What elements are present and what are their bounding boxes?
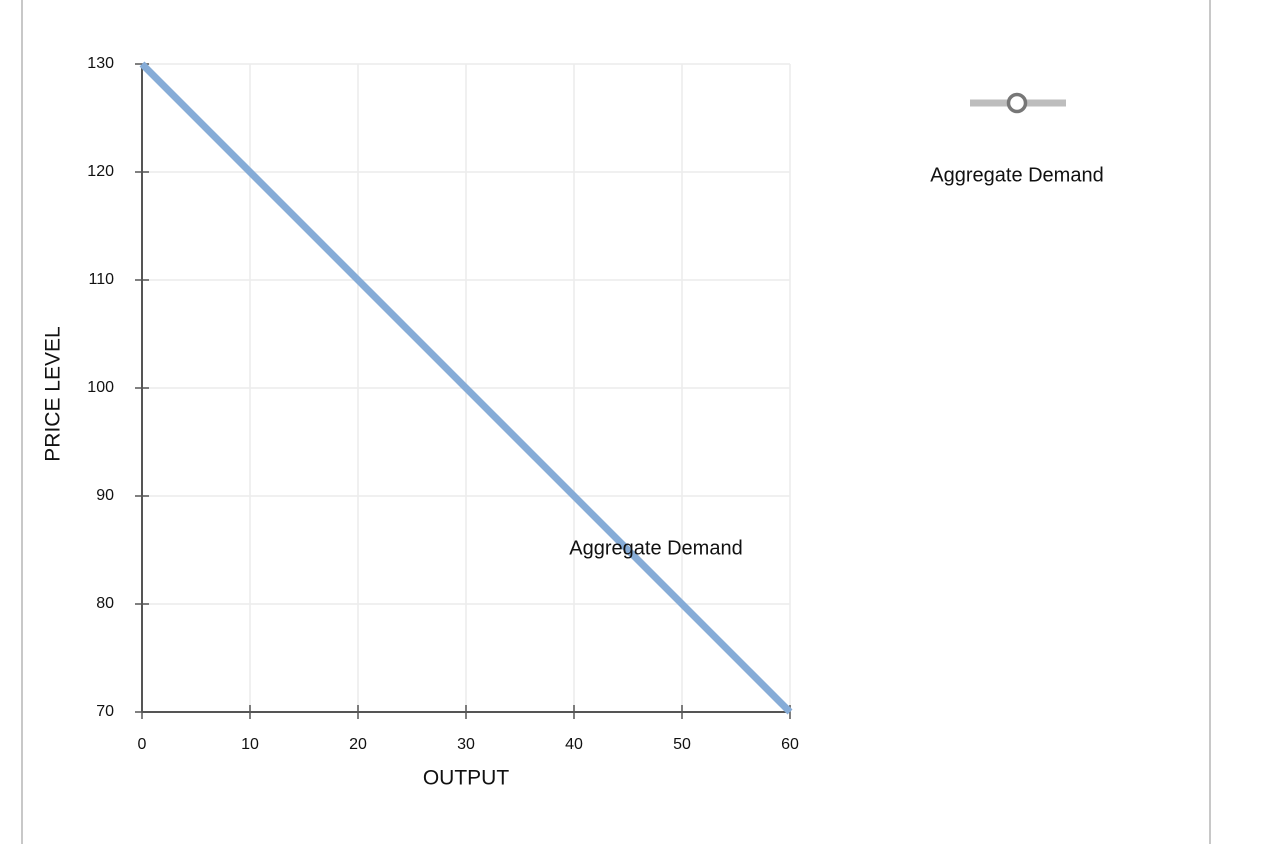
- curve-label: Aggregate Demand: [569, 537, 742, 559]
- x-tick-label: 60: [781, 736, 799, 753]
- plot: Aggregate Demand: [139, 61, 793, 715]
- grid: 70 80 90 100 110 120 130 0 10 20 30 40 50 60: [87, 55, 799, 753]
- legend-label: Aggregate Demand: [930, 164, 1103, 186]
- data-line: [139, 61, 793, 715]
- x-tick-label: 20: [349, 736, 367, 753]
- x-axis-title: OUTPUT: [423, 767, 510, 790]
- y-axis-title: PRICE LEVEL: [42, 326, 65, 461]
- x-tick-label: 30: [457, 736, 475, 753]
- legend-tool[interactable]: [970, 92, 1066, 114]
- x-tick-label: 40: [565, 736, 583, 753]
- y-tick-label: 90: [96, 487, 114, 504]
- y-tick-label: 80: [96, 595, 114, 612]
- y-tick-label: 110: [88, 271, 114, 288]
- y-tick-label: 70: [96, 703, 114, 720]
- x-tick-label: 0: [138, 736, 147, 753]
- x-tick-label: 50: [673, 736, 691, 753]
- y-tick-label: 120: [87, 163, 114, 180]
- y-tick-label: 130: [87, 55, 114, 72]
- y-tick-label: 100: [87, 379, 114, 396]
- x-tick-label: 10: [241, 736, 259, 753]
- legend-handle[interactable]: [1006, 92, 1028, 114]
